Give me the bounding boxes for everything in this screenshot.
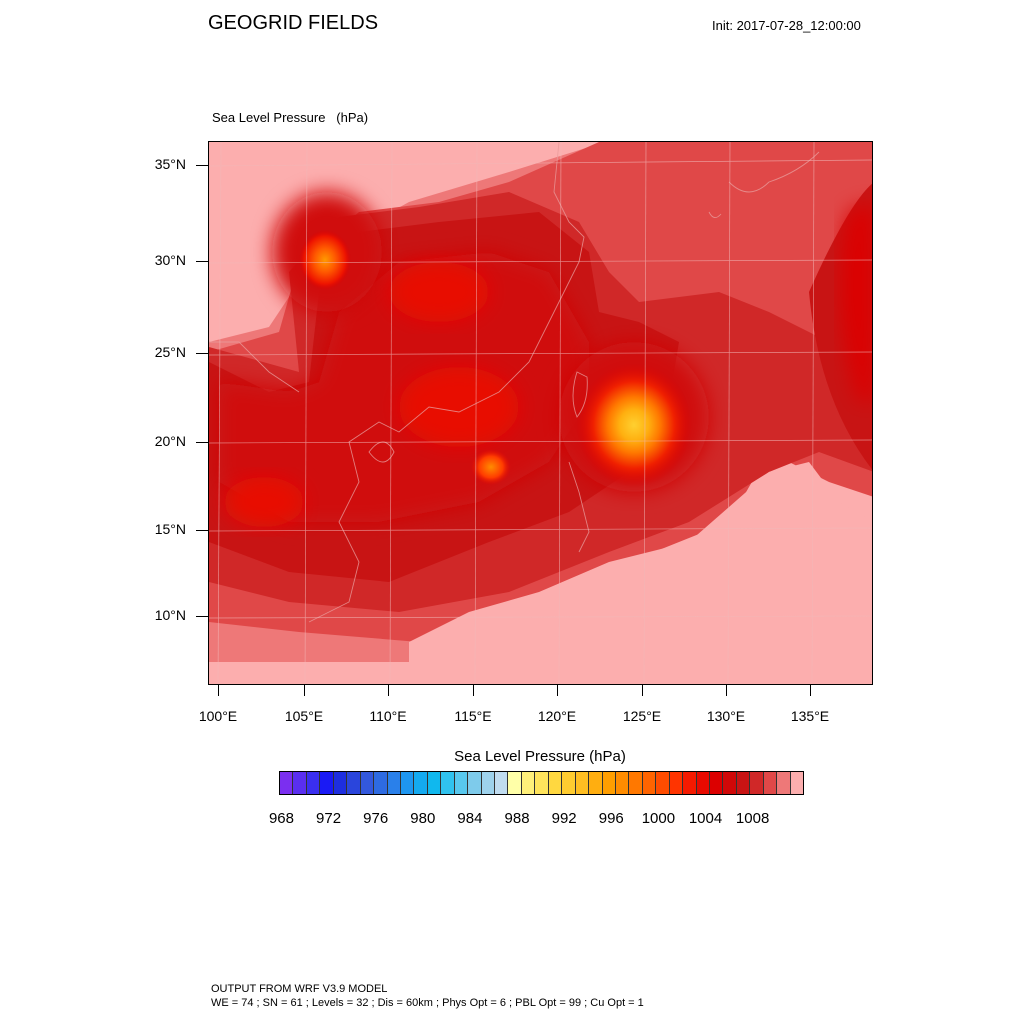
lon-tick <box>810 685 811 696</box>
colorbar-box <box>414 772 428 794</box>
colorbar <box>279 771 804 795</box>
lat-label-20n: 20°N <box>154 433 186 449</box>
lon-tick <box>388 685 389 696</box>
colorbar-box <box>427 772 442 794</box>
lon-tick <box>557 685 558 696</box>
colorbar-title: Sea Level Pressure (hPa) <box>454 748 626 765</box>
inner-center-3 <box>224 477 304 527</box>
page-title: GEOGRID FIELDS <box>208 12 379 34</box>
model-footer: OUTPUT FROM WRF V3.9 MODEL WE = 74 ; SN … <box>211 982 644 1010</box>
lat-label-25n: 25°N <box>154 344 186 360</box>
contour-band-pale <box>409 462 872 684</box>
lat-label-35n: 35°N <box>154 156 186 172</box>
footer-line-params: WE = 74 ; SN = 61 ; Levels = 32 ; Dis = … <box>211 997 644 1009</box>
colorbar-box <box>790 772 804 794</box>
colorbar-box <box>629 772 643 794</box>
colorbar-label: 968 <box>268 810 294 827</box>
lon-label-135e: 135°E <box>790 708 830 724</box>
lat-label-30n: 30°N <box>154 252 186 268</box>
colorbar-box <box>562 772 576 794</box>
colorbar-box <box>306 772 321 794</box>
colorbar-box <box>387 772 401 794</box>
lon-tick <box>642 685 643 696</box>
plot-subtitle: Sea Level Pressure (hPa) <box>212 110 369 125</box>
pressure-contour-field <box>209 142 872 684</box>
lon-label-110e: 110°E <box>369 708 407 724</box>
lat-tick <box>196 353 208 354</box>
colorbar-box <box>696 772 710 794</box>
lat-tick <box>196 616 208 617</box>
lon-label-130e: 130°E <box>706 708 746 724</box>
footer-line-model: OUTPUT FROM WRF V3.9 MODEL <box>211 983 388 995</box>
lat-tick <box>196 442 208 443</box>
colorbar-box <box>347 772 361 794</box>
colorbar-box <box>736 772 751 794</box>
coastlines <box>209 142 820 623</box>
lat-label-10n: 10°N <box>154 607 186 623</box>
colorbar-box <box>360 772 375 794</box>
colorbar-label: 1004 <box>688 810 723 827</box>
lon-tick <box>304 685 305 696</box>
colorbar-box <box>481 772 495 794</box>
small-low-cell <box>471 449 511 485</box>
colorbar-box <box>575 772 590 794</box>
colorbar-box <box>602 772 616 794</box>
inner-center-2 <box>389 262 489 322</box>
colorbar-box <box>548 772 563 794</box>
nw-low-core <box>299 230 351 290</box>
colorbar-box <box>615 772 630 794</box>
lon-tick <box>473 685 474 696</box>
pressure-map <box>208 141 873 685</box>
colorbar-box <box>723 772 737 794</box>
colorbar-box <box>642 772 657 794</box>
colorbar-box <box>763 772 778 794</box>
colorbar-label: 1008 <box>735 810 770 827</box>
init-time-label: Init: 2017-07-28_12:00:00 <box>712 18 861 33</box>
colorbar-box <box>750 772 764 794</box>
lon-label-105e: 105°E <box>284 708 324 724</box>
colorbar-box <box>669 772 684 794</box>
lat-label-15n: 15°N <box>154 521 186 537</box>
colorbar-label: 988 <box>504 810 530 827</box>
colorbar-box <box>508 772 522 794</box>
lat-tick <box>196 165 208 166</box>
inner-center-1 <box>399 367 519 447</box>
lon-tick <box>218 685 219 696</box>
colorbar-box <box>710 772 724 794</box>
colorbar-label: 996 <box>598 810 624 827</box>
colorbar-box <box>495 772 509 794</box>
colorbar-label: 972 <box>316 810 342 827</box>
colorbar-label: 984 <box>457 810 483 827</box>
colorbar-box <box>293 772 307 794</box>
lat-tick <box>196 261 208 262</box>
colorbar-box <box>400 772 415 794</box>
colorbar-label: 976 <box>363 810 389 827</box>
lat-tick <box>196 530 208 531</box>
lon-label-125e: 125°E <box>622 708 662 724</box>
colorbar-box <box>454 772 469 794</box>
colorbar-box <box>535 772 549 794</box>
colorbar-label: 980 <box>410 810 436 827</box>
lon-label-100e: 100°E <box>198 708 238 724</box>
colorbar-box <box>777 772 791 794</box>
colorbar-box <box>441 772 455 794</box>
typhoon-core <box>576 363 692 487</box>
graticule <box>209 142 872 684</box>
colorbar-box <box>374 772 388 794</box>
colorbar-box <box>468 772 482 794</box>
lon-label-120e: 120°E <box>537 708 577 724</box>
lon-tick <box>726 685 727 696</box>
colorbar-box <box>656 772 670 794</box>
lon-label-115e: 115°E <box>454 708 492 724</box>
colorbar-box <box>333 772 348 794</box>
colorbar-box <box>589 772 603 794</box>
colorbar-label: 992 <box>551 810 577 827</box>
colorbar-box <box>320 772 334 794</box>
colorbar-box <box>280 772 294 794</box>
colorbar-label: 1000 <box>641 810 676 827</box>
colorbar-box <box>521 772 536 794</box>
colorbar-box <box>683 772 697 794</box>
